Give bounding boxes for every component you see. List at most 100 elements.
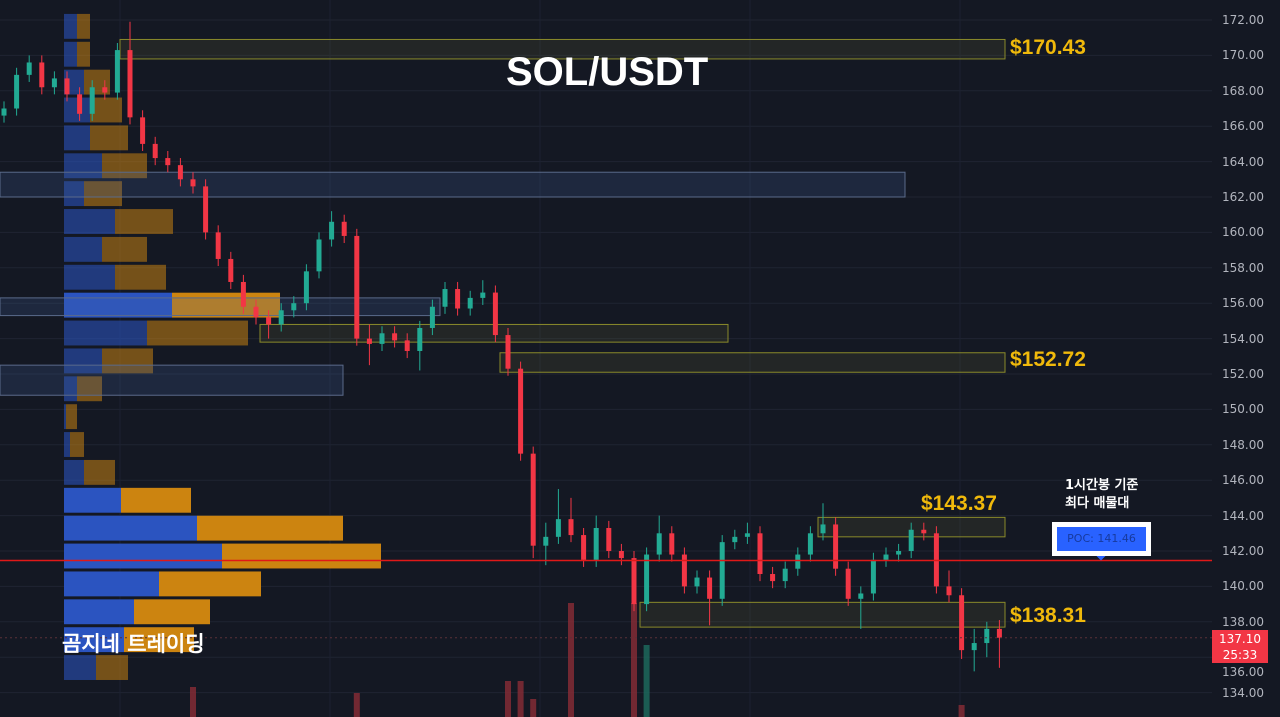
- zone-label-143: $143.37: [921, 492, 997, 515]
- profile-sell-bar: [102, 236, 147, 262]
- candle-body: [820, 524, 826, 534]
- profile-buy-bar: [64, 404, 66, 430]
- candle-body: [51, 78, 57, 88]
- candle-body: [984, 628, 990, 644]
- candle-body: [26, 62, 32, 75]
- axis-tick-label: 138.00: [1222, 614, 1264, 629]
- zone-label-170: $170.43: [1010, 36, 1086, 59]
- candle-body: [782, 568, 788, 582]
- price-zone: [0, 171, 906, 198]
- candle-body: [114, 50, 120, 93]
- axis-tick-label: 170.00: [1222, 48, 1264, 63]
- volume-bar: [568, 603, 574, 717]
- profile-buy-bar: [64, 432, 70, 457]
- profile-buy-bar: [64, 487, 121, 513]
- candle-body: [366, 338, 372, 344]
- volume-bar: [517, 681, 524, 717]
- candle-body: [694, 577, 700, 587]
- axis-tick-label: 148.00: [1222, 437, 1264, 452]
- candle-body: [845, 568, 851, 599]
- profile-sell-bar: [84, 459, 115, 485]
- candle-body: [543, 536, 549, 546]
- poc-marker-icon: [1096, 555, 1106, 561]
- profile-buy-bar: [64, 292, 172, 318]
- candle-body: [291, 303, 297, 311]
- profile-sell-bar: [115, 209, 173, 234]
- candle-body: [203, 186, 209, 233]
- candle-body: [707, 577, 713, 599]
- candle-body: [631, 558, 637, 605]
- profile-buy-bar: [64, 348, 102, 374]
- candle-body: [959, 595, 965, 651]
- candle-body: [228, 258, 234, 282]
- volume-bar: [530, 699, 537, 717]
- candle-body: [719, 542, 725, 599]
- volume-bar: [631, 603, 637, 717]
- profile-buy-bar: [64, 97, 90, 123]
- profile-sell-bar: [70, 432, 84, 457]
- volume-bar: [958, 705, 965, 717]
- poc-note-line1: 1시간봉 기준: [1065, 478, 1139, 493]
- profile-sell-bar: [96, 655, 128, 680]
- profile-sell-bar: [172, 292, 280, 318]
- axis-tick-label: 142.00: [1222, 544, 1264, 558]
- axis-tick-label: 160.00: [1222, 225, 1264, 240]
- candle-body: [530, 453, 536, 546]
- candle-body: [102, 87, 108, 93]
- profile-buy-bar: [64, 236, 102, 262]
- candle-body: [429, 306, 435, 328]
- profile-buy-bar: [64, 125, 90, 151]
- candle-body: [795, 554, 801, 569]
- candle-body: [593, 527, 599, 560]
- poc-note-line2: 최다 매물대: [1065, 496, 1130, 511]
- candle-body: [354, 235, 360, 339]
- candle-body: [870, 559, 876, 594]
- axis-tick-label: 162.00: [1222, 190, 1264, 204]
- candle-body: [379, 333, 385, 344]
- candle-body: [215, 232, 221, 259]
- current-price-tag: 137.10 25:33: [1212, 630, 1268, 663]
- candle-body: [732, 536, 738, 543]
- candle-body: [64, 78, 70, 95]
- poc-label: POC: 141.46: [1057, 527, 1146, 551]
- axis-tick-label: 154.00: [1222, 331, 1264, 346]
- candle-body: [140, 117, 146, 144]
- candle-body: [14, 74, 20, 109]
- candle-body: [896, 551, 902, 555]
- candle-body: [303, 271, 309, 304]
- price-zone: [639, 601, 1006, 628]
- axis-tick-label: 150.00: [1222, 402, 1264, 417]
- profile-sell-bar: [77, 41, 90, 67]
- volume-profile: [64, 13, 381, 680]
- price-zone: [119, 38, 1006, 60]
- axis-tick-label: 168.00: [1222, 83, 1264, 98]
- axis-tick-label: 166.00: [1222, 119, 1264, 134]
- axis-tick-label: 140.00: [1222, 579, 1264, 594]
- chart-title: SOL/USDT: [506, 50, 709, 94]
- poc-note: 1시간봉 기준 최다 매물대: [1065, 477, 1138, 513]
- candles: [1, 21, 1002, 672]
- candle-body: [1, 108, 7, 116]
- profile-buy-bar: [64, 181, 84, 207]
- profile-sell-bar: [102, 348, 153, 374]
- candle-body: [492, 292, 498, 336]
- candle-body: [656, 533, 662, 555]
- profile-sell-bar: [147, 320, 248, 346]
- axis-tick-label: 146.00: [1222, 473, 1264, 488]
- candle-body: [253, 306, 259, 318]
- axis-tick-label: 152.00: [1222, 367, 1264, 381]
- axis-tick-label: 156.00: [1222, 296, 1264, 311]
- profile-buy-bar: [64, 459, 84, 485]
- candle-body: [770, 574, 776, 582]
- candle-body: [669, 533, 675, 555]
- candle-body: [996, 628, 1002, 638]
- zone-label-138: $138.31: [1010, 604, 1086, 627]
- candle-body: [127, 50, 133, 118]
- axis-tick-label: 136.00: [1222, 665, 1264, 679]
- axis-tick-label: 158.00: [1222, 260, 1264, 275]
- candle-body: [644, 554, 650, 605]
- price-zone: [0, 364, 344, 396]
- profile-sell-bar: [77, 13, 90, 39]
- profile-sell-bar: [84, 181, 122, 207]
